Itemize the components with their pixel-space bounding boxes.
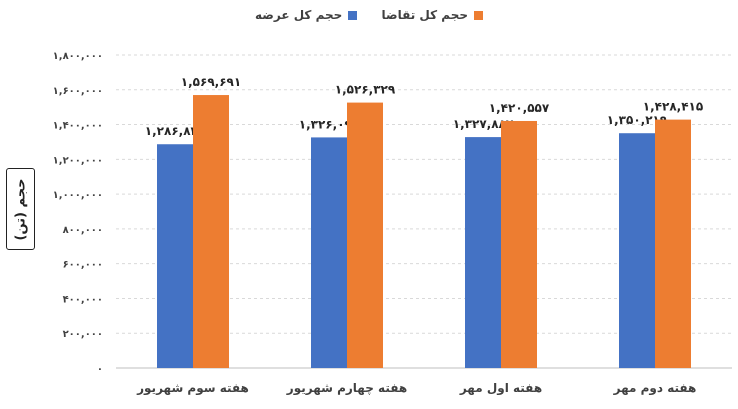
legend-swatch-demand bbox=[474, 10, 483, 20]
y-tick-label: ۱,۸۰۰,۰۰۰ bbox=[53, 51, 103, 62]
bar-demand bbox=[193, 95, 229, 368]
chart-legend: حجم کل تقاضا حجم کل عرضه bbox=[0, 8, 738, 23]
data-label-demand: ۱,۵۲۶,۳۲۹ bbox=[335, 83, 396, 97]
bar-demand bbox=[501, 120, 537, 368]
bar-demand bbox=[347, 102, 383, 368]
legend-label-supply: حجم کل عرضه bbox=[255, 8, 343, 22]
bar-supply bbox=[311, 137, 347, 368]
x-tick-label: هفته دوم مهر bbox=[613, 381, 697, 396]
legend-item-supply: حجم کل عرضه bbox=[255, 8, 358, 22]
x-tick-label: هفته اول مهر bbox=[459, 381, 542, 396]
y-tick-label: ۰ bbox=[97, 364, 103, 375]
x-tick-label: هفته سوم شهریور bbox=[136, 381, 249, 396]
y-axis-title-box: حجم (تن) bbox=[6, 168, 35, 250]
data-label-supply: ۱,۲۸۶,۸۳۱ bbox=[145, 124, 205, 138]
bar-demand bbox=[655, 119, 691, 368]
bar-supply bbox=[157, 144, 193, 368]
y-tick-label: ۱,۲۰۰,۰۰۰ bbox=[53, 155, 103, 166]
legend-label-demand: حجم کل تقاضا bbox=[381, 8, 468, 22]
y-tick-label: ۸۰۰,۰۰۰ bbox=[63, 225, 103, 236]
y-tick-label: ۱,۰۰۰,۰۰۰ bbox=[53, 190, 103, 201]
data-label-demand: ۱,۵۶۹,۶۹۱ bbox=[181, 75, 241, 89]
legend-swatch-supply bbox=[348, 10, 358, 20]
y-tick-label: ۱,۶۰۰,۰۰۰ bbox=[53, 86, 103, 97]
y-tick-label: ۱,۴۰۰,۰۰۰ bbox=[53, 121, 103, 132]
data-label-supply: ۱,۳۲۶,۰۹۳ bbox=[299, 117, 360, 131]
bar-supply bbox=[465, 137, 501, 368]
y-tick-label: ۶۰۰,۰۰۰ bbox=[63, 260, 103, 271]
bar-supply bbox=[619, 133, 655, 368]
x-tick-label: هفته چهارم شهریور bbox=[286, 381, 407, 396]
data-label-supply: ۱,۳۲۷,۸۸۲ bbox=[453, 117, 514, 131]
data-label-demand: ۱,۴۲۰,۵۵۷ bbox=[489, 101, 550, 115]
data-label-demand: ۱,۴۲۸,۴۱۵ bbox=[643, 100, 703, 114]
y-tick-label: ۴۰۰,۰۰۰ bbox=[63, 294, 103, 305]
data-label-supply: ۱,۳۵۰,۲۱۹ bbox=[607, 113, 668, 127]
legend-item-demand: حجم کل تقاضا bbox=[381, 8, 483, 22]
y-tick-label: ۲۰۰,۰۰۰ bbox=[63, 329, 103, 340]
